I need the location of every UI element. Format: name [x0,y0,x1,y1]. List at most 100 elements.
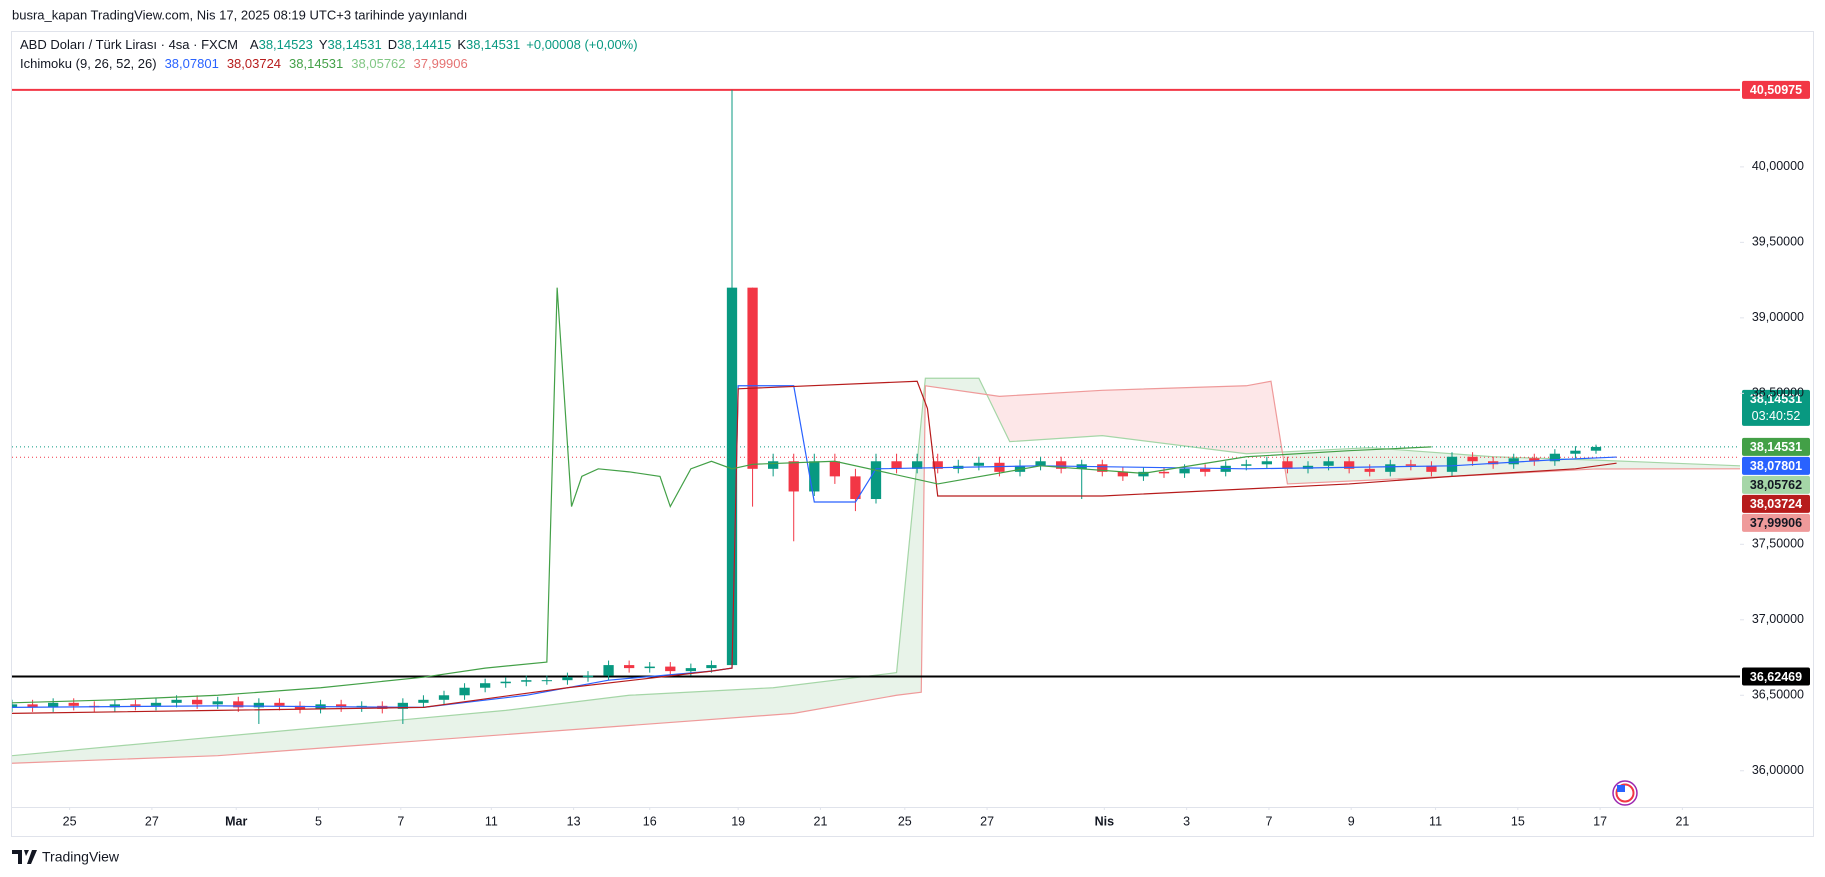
legend: ABD Doları / Türk Lirası · 4sa · FXCM A38… [20,37,638,71]
candle-body [274,702,285,706]
change: +0,00008 (+0,00%) [526,37,637,52]
candle-body [582,675,594,678]
candle-body [562,677,573,681]
symbol-legend: ABD Doları / Türk Lirası · 4sa · FXCM A38… [20,37,638,52]
price-label-box [1742,475,1810,494]
candle-body [1344,461,1355,469]
candle-body [109,704,120,708]
candle-body [1385,464,1396,472]
candle-body [747,287,758,469]
candle-body [1097,464,1108,472]
indicator-value: 37,99906 [414,56,468,71]
candle-body [1117,471,1128,477]
candle-body [768,461,779,469]
hline-label-box [1742,80,1810,99]
x-tick-label: 13 [567,814,581,828]
candle-body [1302,465,1314,469]
indicator-value: 38,03724 [227,56,281,71]
symbol: ABD Doları / Türk Lirası · 4sa · FXCM [20,37,238,52]
x-tick-label: 21 [814,814,828,828]
candle-body [1158,471,1170,474]
price-label: 37,99906 [1750,516,1802,530]
candle-body [726,287,738,666]
candle-body [1488,461,1499,465]
candle-body [1426,465,1437,472]
candle-body [336,704,347,708]
price-label-box [1742,456,1810,475]
x-tick-label: 25 [898,814,912,828]
candle-body [1590,446,1602,451]
ohlc-value: 38,14415 [397,37,451,52]
candle-body [192,699,203,705]
cloud-bearish [986,381,1284,459]
chart-frame [11,31,1814,837]
candle-body [130,704,141,706]
candle-body [68,702,79,706]
candle-body [253,702,264,708]
ohlc-key: K [457,37,466,52]
ohlc-key: D [388,37,397,52]
ohlc-value: 38,14531 [328,37,382,52]
candle-body [1035,461,1046,466]
y-tick-label: 38,50000 [1752,386,1804,400]
ohlc-value: 38,14531 [466,37,520,52]
indicator-value: 38,07801 [165,56,219,71]
candle-body [891,461,902,469]
candle-body [500,681,511,684]
x-tick-label: 15 [1511,814,1525,828]
price-label: 38,05762 [1750,478,1802,492]
candle-body [27,704,38,708]
ichimoku-line [12,380,1617,714]
candle-body [150,702,162,706]
last-price-label: 38,14531 [1750,392,1802,406]
x-tick-label: 5 [315,814,322,828]
brand: TradingView [12,849,120,865]
candle-body [829,461,840,477]
candle-body [1508,458,1519,465]
published-note: busra_kapan TradingView.com, Nis 17, 202… [12,7,467,22]
x-tick-label: 21 [1675,814,1689,828]
candle-body [788,461,799,492]
plot-area [12,88,1740,764]
x-tick-label: 27 [980,814,994,828]
candle-body [603,665,614,676]
x-tick-label: 7 [397,814,404,828]
x-tick-label: 16 [643,814,657,828]
candle-body [644,666,655,669]
ohlc-value: 38,14523 [259,37,313,52]
ichimoku-line [12,385,1617,708]
senkou-span-b [12,380,1740,764]
candle-body [1056,461,1067,469]
y-tick-label: 37,00000 [1752,612,1804,626]
y-tick-label: 40,00000 [1752,159,1804,173]
candle-body [233,701,244,708]
y-tick-label: 39,00000 [1752,310,1804,324]
x-tick-label: Mar [225,814,247,828]
candle-body [850,476,861,500]
price-label: 38,07801 [1750,459,1802,473]
candle-body [912,461,923,469]
candle-body [624,665,635,669]
flag-canton [1617,785,1625,792]
candle-body [1138,471,1149,477]
x-tick-label: 11 [1429,814,1442,828]
candle-body [48,702,59,708]
candle-body [870,461,882,500]
candle-body [1364,468,1375,472]
candle-body [1549,453,1560,462]
candle-body [12,704,18,708]
overlay: 40,50975 36,62469 38,14531 38,07801 38,05762… [1742,80,1810,686]
y-tick-label: 36,50000 [1752,688,1804,702]
candle-body [1261,461,1272,465]
hline-label-box [1742,667,1810,686]
candle-body [1570,450,1581,454]
senkou-span-a [12,377,1740,757]
candle-body [706,665,717,669]
candle-body [212,701,223,705]
brand-name: TradingView [42,849,120,865]
hline-label: 40,50975 [1750,83,1802,97]
bar-countdown: 03:40:52 [1752,409,1801,423]
y-tick-label: 37,50000 [1752,537,1804,551]
